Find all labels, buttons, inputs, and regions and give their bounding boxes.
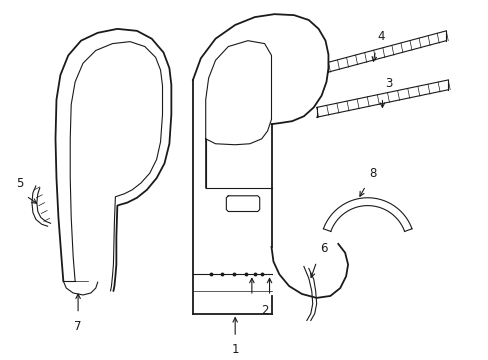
Text: 8: 8 bbox=[369, 167, 376, 180]
Text: 6: 6 bbox=[320, 242, 327, 255]
Text: 1: 1 bbox=[231, 343, 239, 356]
Text: 5: 5 bbox=[17, 177, 24, 190]
Text: 2: 2 bbox=[260, 304, 268, 317]
Text: 3: 3 bbox=[385, 77, 392, 90]
Text: 4: 4 bbox=[377, 30, 384, 42]
Text: 7: 7 bbox=[74, 320, 81, 333]
